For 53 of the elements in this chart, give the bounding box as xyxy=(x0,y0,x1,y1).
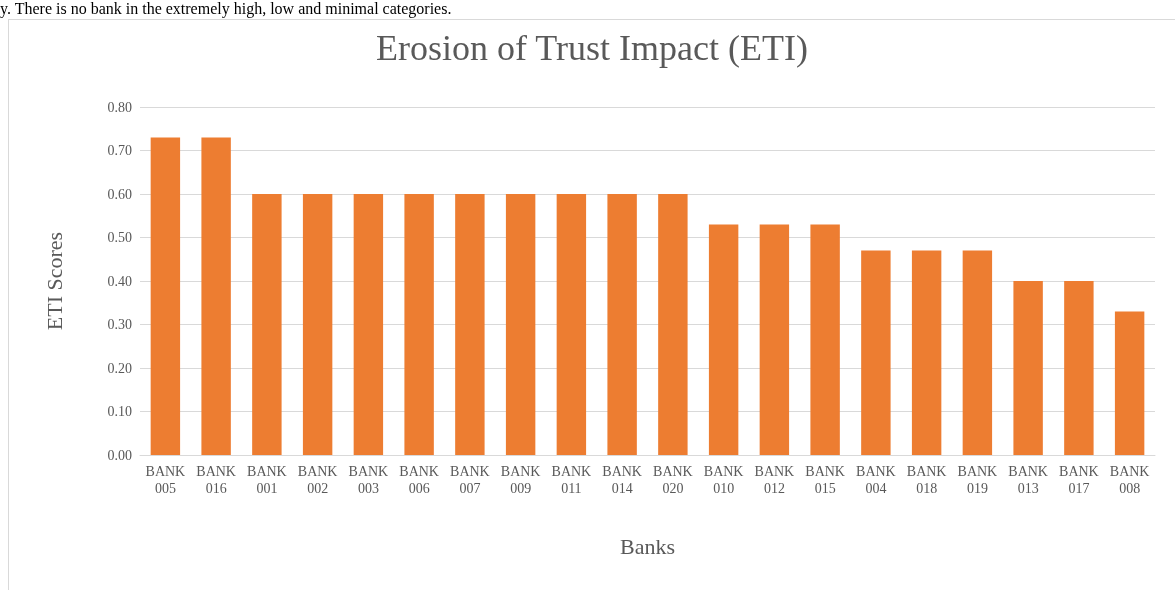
x-tick-label: BANK 011 xyxy=(551,464,592,496)
x-tick-label: BANK 006 xyxy=(399,464,439,496)
bar xyxy=(455,194,485,455)
x-tick-label: BANK 010 xyxy=(703,464,744,496)
y-axis-title: ETI Scores xyxy=(41,231,67,331)
bar xyxy=(607,194,637,455)
x-tick-label: BANK 020 xyxy=(653,464,693,496)
y-tick-label: 0.20 xyxy=(107,360,132,376)
bar xyxy=(505,194,536,455)
bar xyxy=(810,224,840,455)
x-tick-label: BANK 007 xyxy=(450,464,490,496)
bar xyxy=(1114,311,1145,455)
y-tick-label: 0.40 xyxy=(107,273,132,289)
x-tick-label: BANK 009 xyxy=(500,464,541,496)
y-tick-label: 0.70 xyxy=(107,143,132,158)
x-tick-label: BANK 017 xyxy=(1059,464,1099,496)
y-tick-label: 0.60 xyxy=(107,186,132,202)
x-tick-label: BANK 016 xyxy=(196,464,236,496)
bar xyxy=(861,250,891,455)
x-tick-label: BANK 001 xyxy=(247,464,287,496)
x-tick-label: BANK 002 xyxy=(297,464,338,496)
bar xyxy=(759,224,790,455)
x-tick-label: BANK 014 xyxy=(602,464,642,496)
bar xyxy=(150,137,181,455)
bar xyxy=(302,194,333,455)
x-tick-label: BANK 013 xyxy=(1008,464,1048,496)
bar xyxy=(404,194,434,455)
bar xyxy=(708,224,739,455)
x-tick-label: BANK 018 xyxy=(906,464,947,496)
y-tick-label: 0.00 xyxy=(107,447,132,463)
x-tick-label: BANK 019 xyxy=(957,464,998,496)
bar xyxy=(1013,281,1043,455)
bar xyxy=(556,194,587,455)
x-tick-label: BANK 004 xyxy=(856,464,896,496)
bar xyxy=(1064,281,1094,455)
y-tick-label: 0.80 xyxy=(107,99,132,115)
y-tick-label: 0.30 xyxy=(107,317,132,332)
text: y. There is no bank in the extremely high, low and minimal categories. xyxy=(0,0,452,18)
y-tick-label: 0.10 xyxy=(107,404,132,419)
bar xyxy=(201,137,231,455)
x-tick-label: BANK 005 xyxy=(145,464,186,496)
bar xyxy=(911,250,942,455)
bar xyxy=(962,250,993,455)
bar xyxy=(252,194,282,455)
bar xyxy=(658,194,688,455)
x-tick-label: BANK 008 xyxy=(1109,464,1150,496)
y-tick-label: 0.50 xyxy=(107,230,132,245)
x-tick-label: BANK 012 xyxy=(754,464,795,496)
bar xyxy=(353,194,384,455)
x-axis-title: Banks xyxy=(620,533,675,559)
x-tick-label: BANK 015 xyxy=(805,464,845,496)
chart-title: Erosion of Trust Impact (ETI) xyxy=(376,28,808,68)
x-tick-label: BANK 003 xyxy=(348,464,389,496)
